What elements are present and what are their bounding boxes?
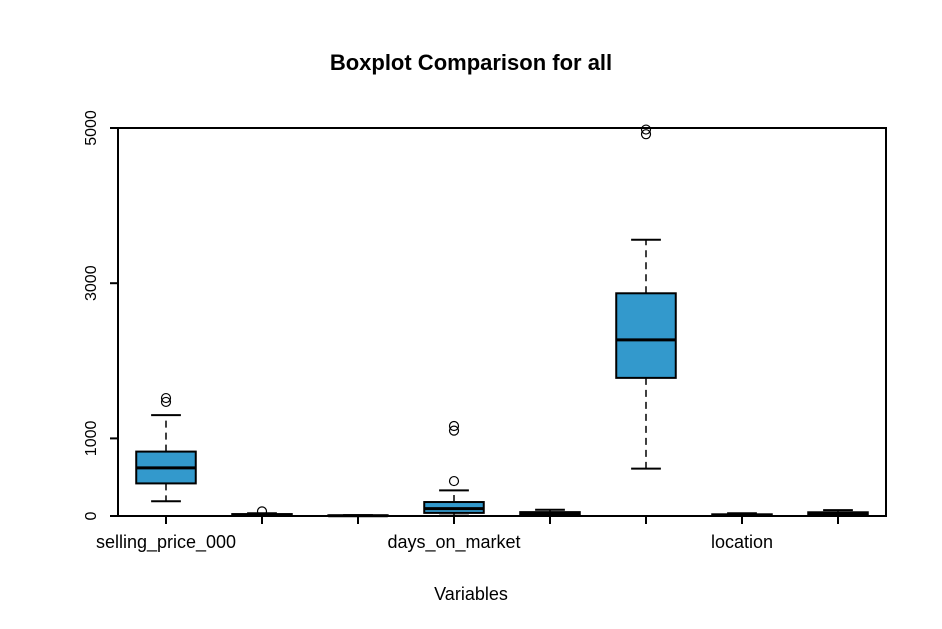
x-axis-title: Variables [0, 584, 942, 605]
y-tick-label: 3000 [83, 265, 100, 301]
y-tick-label: 5000 [83, 110, 100, 146]
boxplot-chart: Boxplot Comparison for all 0 1000 3000 5000… [0, 0, 942, 629]
outlier-point [450, 477, 459, 486]
plot-border [118, 128, 886, 516]
x-tick-label: selling_price_000 [96, 532, 236, 553]
plot-area: 0 1000 3000 5000 selling_price_000 days_on_ma… [0, 0, 942, 629]
y-tick-label: 1000 [83, 421, 100, 457]
box [616, 293, 676, 378]
y-tick-label: 0 [83, 511, 100, 520]
chart-title: Boxplot Comparison for all [0, 50, 942, 76]
x-tick-label: location [711, 532, 773, 552]
x-tick-label: days_on_market [387, 532, 520, 553]
